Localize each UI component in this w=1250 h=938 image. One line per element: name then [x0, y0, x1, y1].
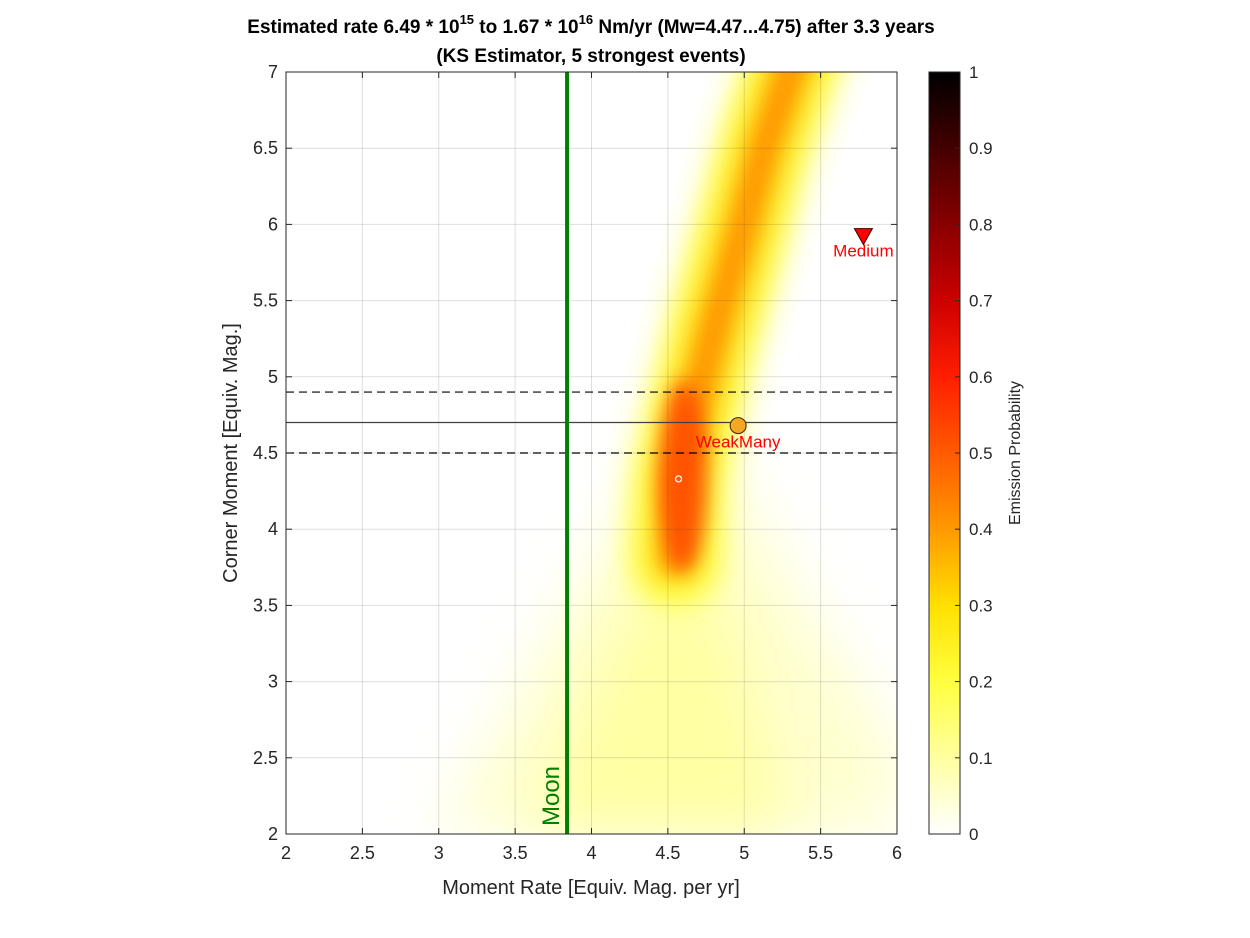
x-tick-label: 5 — [739, 843, 749, 863]
y-tick-label: 6 — [268, 214, 278, 234]
y-tick-label: 3.5 — [253, 595, 278, 615]
y-tick-label: 6.5 — [253, 138, 278, 158]
title-sup-1: 15 — [460, 12, 474, 27]
title-part-1: Estimated rate 6.49 * 10 — [247, 17, 459, 38]
colorbar-tick-label: 0.9 — [969, 139, 993, 158]
x-tick-label: 2.5 — [350, 843, 375, 863]
colorbar-ticks: 0 0.1 0.2 0.3 0.4 0.5 0.6 0.7 0.8 0.9 1 — [955, 63, 993, 844]
marker-label: Medium — [833, 242, 893, 261]
y-tick-label: 4.5 — [253, 443, 278, 463]
marker-label: WeakMany — [696, 433, 781, 452]
x-tick-label: 5.5 — [808, 843, 833, 863]
small-marker — [674, 475, 683, 483]
chart-title: Estimated rate 6.49 * 1015 to 1.67 * 101… — [247, 12, 934, 38]
x-tick-label: 3 — [434, 843, 444, 863]
chart-subtitle: (KS Estimator, 5 strongest events) — [436, 46, 745, 67]
y-tick-label: 2.5 — [253, 748, 278, 768]
marker-medium — [853, 228, 874, 246]
x-axis-label: Moment Rate [Equiv. Mag. per yr] — [442, 877, 740, 899]
heat-peak — [659, 380, 708, 571]
title-part-3: Nm/yr (Mw=4.47...4.75) after 3.3 years — [593, 17, 935, 38]
colorbar-gradient — [928, 71, 961, 835]
colorbar-tick-label: 1 — [969, 63, 978, 82]
heat-fan-inner — [530, 590, 791, 834]
colorbar-tick-label: 0.2 — [969, 673, 993, 692]
reference-lines: Moon — [286, 72, 897, 834]
title-part-2: to 1.67 * 10 — [474, 17, 579, 38]
x-tick-label: 4.5 — [655, 843, 680, 863]
colorbar-tick-label: 0.3 — [969, 596, 993, 615]
x-tick-label: 3.5 — [503, 843, 528, 863]
y-ticks: 2 2.5 3 3.5 4 4.5 5 5.5 6 6.5 7 — [253, 62, 897, 844]
colorbar: 0 0.1 0.2 0.3 0.4 0.5 0.6 0.7 0.8 0.9 1 Emission P… — [928, 63, 1024, 844]
colorbar-label: Emission Probability — [1007, 381, 1024, 525]
y-tick-label: 7 — [268, 62, 278, 82]
y-axis-label: Corner Moment [Equiv. Mag.] — [220, 323, 242, 583]
markers: WeakMany Medium — [674, 228, 894, 483]
y-tick-label: 2 — [268, 824, 278, 844]
colorbar-tick-label: 0.5 — [969, 444, 993, 463]
x-tick-label: 6 — [892, 843, 902, 863]
vertical-line-label: Moon — [538, 766, 565, 826]
x-tick-label: 2 — [281, 843, 291, 863]
x-ticks: 2 2.5 3 3.5 4 4.5 5 5.5 6 — [281, 72, 902, 863]
title-sup-2: 16 — [579, 12, 593, 27]
colorbar-tick-label: 0.8 — [969, 215, 993, 234]
y-tick-label: 4 — [268, 519, 278, 539]
colorbar-tick-label: 0.1 — [969, 749, 993, 768]
y-tick-label: 5.5 — [253, 291, 278, 311]
y-tick-label: 3 — [268, 672, 278, 692]
colorbar-tick-label: 0.6 — [969, 368, 993, 387]
x-tick-label: 4 — [586, 843, 596, 863]
colorbar-tick-label: 0 — [969, 825, 978, 844]
colorbar-tick-label: 0.7 — [969, 292, 993, 311]
heatmap-layer — [438, 72, 897, 834]
y-tick-label: 5 — [268, 367, 278, 387]
marker-weakmany — [729, 417, 747, 435]
colorbar-tick-label: 0.4 — [969, 520, 993, 539]
